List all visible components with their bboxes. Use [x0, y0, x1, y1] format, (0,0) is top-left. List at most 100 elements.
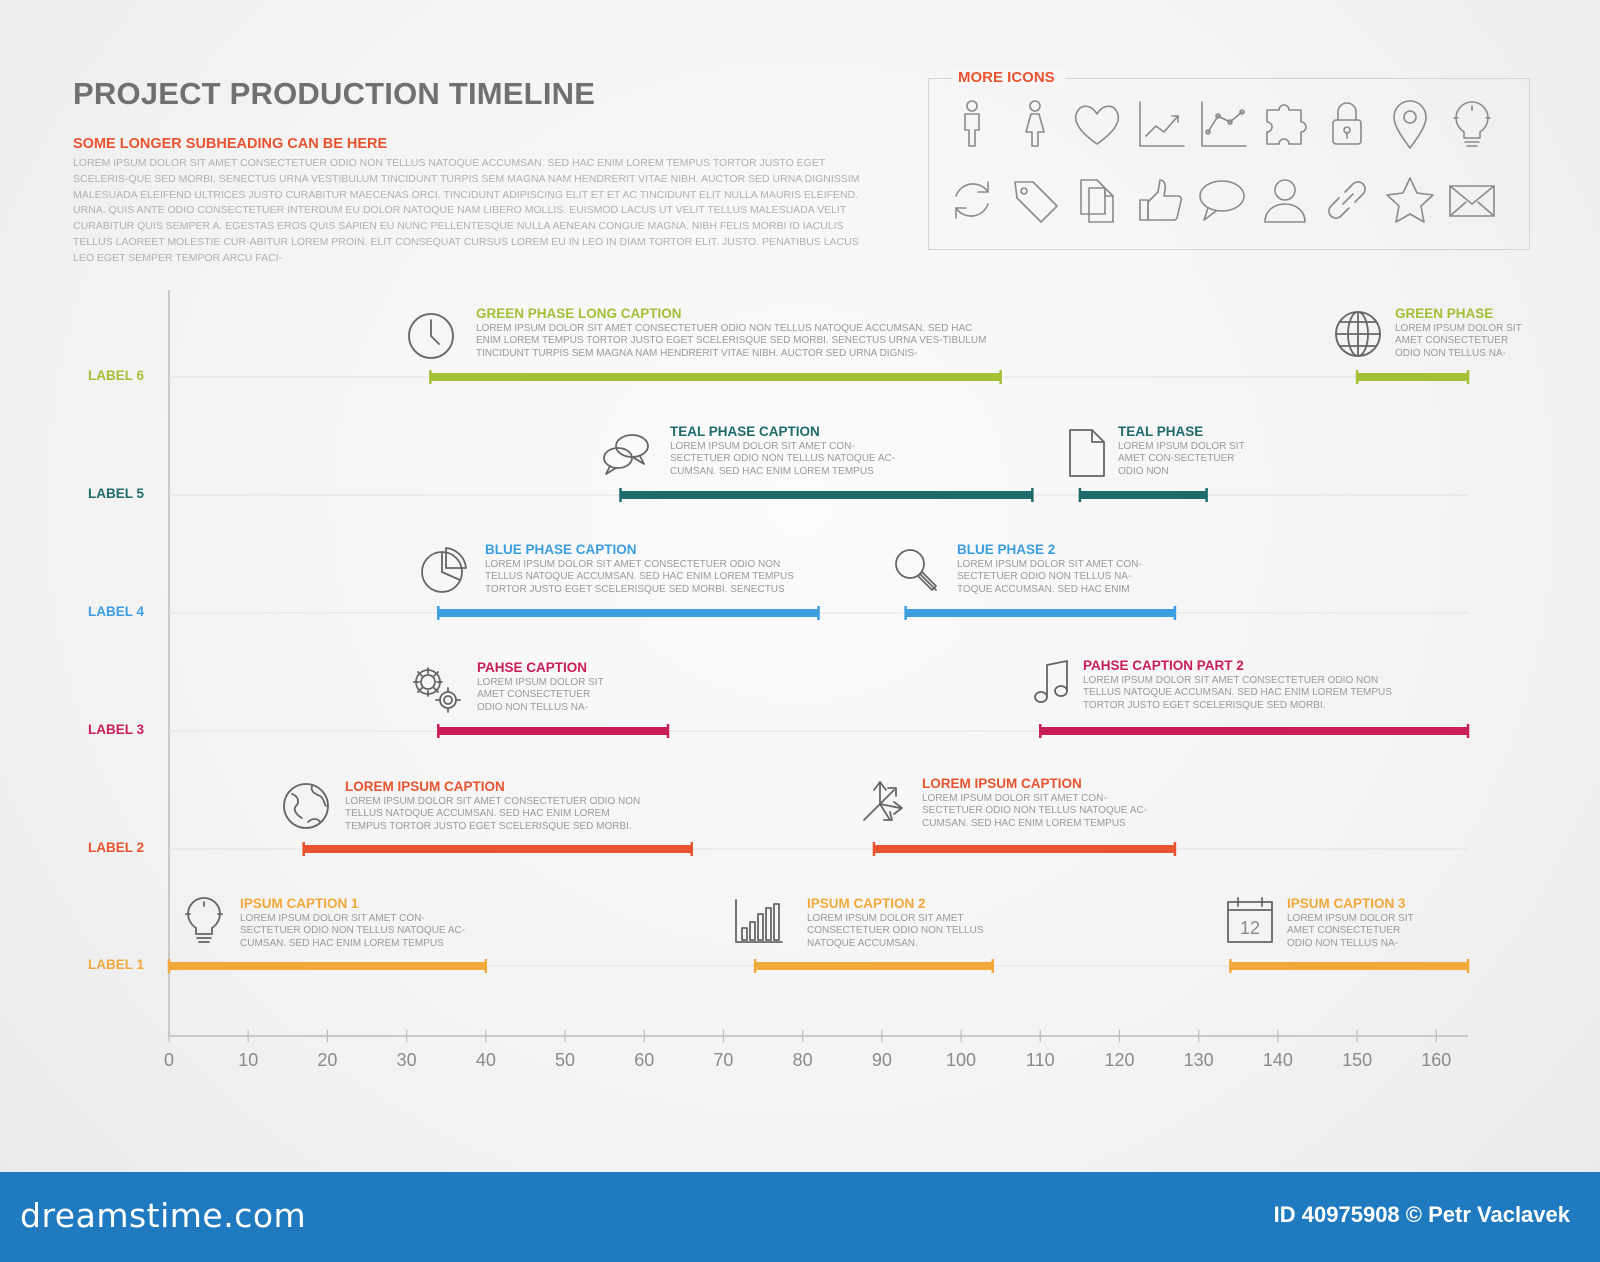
- phase-description: LOREM IPSUM DOLOR SIT AMET CONSECTETUER …: [807, 913, 984, 949]
- x-tick-label: 40: [475, 1050, 496, 1070]
- phase-description: LOREM IPSUM DOLOR SIT AMET CONSECTETUER …: [476, 323, 987, 359]
- phase-title: IPSUM CAPTION 1: [240, 896, 359, 911]
- x-tick-label: 130: [1183, 1050, 1214, 1070]
- icons-panel-title: MORE ICONS: [952, 69, 1065, 86]
- x-tick-label: 0: [163, 1050, 174, 1070]
- music-note-icon: [1025, 655, 1081, 711]
- phase-bar: [905, 609, 1175, 617]
- row-label: LABEL 5: [88, 486, 145, 501]
- row-label: LABEL 1: [88, 957, 145, 972]
- phase-bar: [438, 727, 669, 735]
- phase-bar: [1040, 727, 1468, 735]
- light-bulb-icon: [176, 892, 232, 948]
- phase-bar: [169, 962, 486, 970]
- envelope-icon: [1444, 172, 1500, 228]
- phase-description: LOREM IPSUM DOLOR SIT AMET CON-SECTETUER…: [957, 559, 1142, 595]
- phase-description: LOREM IPSUM DOLOR SIT AMET CONSECTETUER …: [1083, 675, 1392, 711]
- phase-description: LOREM IPSUM DOLOR SIT AMET CONSECTETUER …: [1287, 913, 1414, 949]
- phase-title: BLUE PHASE 2: [957, 542, 1056, 557]
- phase-description: LOREM IPSUM DOLOR SIT AMET CON-SECTETUER…: [670, 441, 896, 477]
- phase-description: LOREM IPSUM DOLOR SIT AMET CON-SECTETUER…: [922, 793, 1148, 829]
- x-tick-label: 50: [555, 1050, 576, 1070]
- row-label: LABEL 3: [88, 722, 145, 737]
- speech-bubble-icon: [1194, 172, 1250, 228]
- phase-title: GREEN PHASE LONG CAPTION: [476, 306, 682, 321]
- x-tick-label: 120: [1104, 1050, 1135, 1070]
- x-tick-label: 70: [713, 1050, 734, 1070]
- phase-description: LOREM IPSUM DOLOR SIT AMET CON-SECTETUER…: [1118, 441, 1245, 477]
- bar-chart-icon: [730, 892, 786, 948]
- globe-grid-icon: [1330, 306, 1386, 362]
- user-icon: [1257, 172, 1313, 228]
- phase-title: PAHSE CAPTION PART 2: [1083, 658, 1244, 673]
- x-tick-label: 150: [1342, 1050, 1373, 1070]
- man-icon: [944, 96, 1000, 152]
- phase-bar: [430, 373, 1001, 381]
- line-chart-icon: [1132, 96, 1188, 152]
- puzzle-icon: [1257, 96, 1313, 152]
- x-tick-label: 100: [946, 1050, 977, 1070]
- lock-icon: [1319, 96, 1375, 152]
- pie-chart-icon: [414, 542, 470, 598]
- phase-bar: [438, 609, 819, 617]
- phase-description: LOREM IPSUM DOLOR SIT AMET CONSECTETUER …: [485, 559, 794, 595]
- phase-description: LOREM IPSUM DOLOR SIT AMET CONSECTETUER …: [477, 677, 604, 713]
- phase-title: TEAL PHASE CAPTION: [670, 424, 820, 439]
- x-tick-label: 80: [792, 1050, 813, 1070]
- phase-title: TEAL PHASE: [1118, 424, 1204, 439]
- earth-icon: [278, 778, 334, 834]
- phase-description: LOREM IPSUM DOLOR SIT AMET CONSECTETUER …: [1395, 323, 1522, 359]
- phase-description: LOREM IPSUM DOLOR SIT AMET CON-SECTETUER…: [240, 913, 466, 949]
- x-tick-label: 10: [238, 1050, 259, 1070]
- scatter-chart-icon: [1194, 96, 1250, 152]
- x-tick-label: 60: [634, 1050, 655, 1070]
- arrows-split-icon: [854, 774, 910, 830]
- phase-bar: [755, 962, 993, 970]
- link-icon: [1319, 172, 1375, 228]
- clock-icon: [403, 308, 459, 364]
- phase-title: PAHSE CAPTION: [477, 660, 588, 675]
- phase-bar: [1357, 373, 1468, 381]
- icons-panel: [928, 78, 1530, 250]
- phase-bar: [873, 845, 1175, 853]
- phase-title: LOREM IPSUM CAPTION: [345, 779, 505, 794]
- phase-bar: [1230, 962, 1468, 970]
- row-label: LABEL 4: [88, 604, 145, 619]
- image-credit: ID 40975908 © Petr Vaclavek: [1273, 1202, 1570, 1227]
- location-pin-icon: [1382, 96, 1438, 152]
- heart-icon: [1069, 96, 1125, 152]
- light-bulb-icon: [1444, 96, 1500, 152]
- star-icon: [1382, 172, 1438, 228]
- x-tick-label: 90: [871, 1050, 892, 1070]
- page-title: PROJECT PRODUCTION TIMELINE: [73, 76, 596, 111]
- tag-icon: [1007, 172, 1063, 228]
- woman-icon: [1007, 96, 1063, 152]
- gears-icon: [406, 660, 462, 716]
- row-label: LABEL 2: [88, 840, 145, 855]
- documents-icon: [1069, 172, 1125, 228]
- phase-title: IPSUM CAPTION 2: [807, 896, 926, 911]
- phase-bar: [1079, 491, 1207, 499]
- subheading: SOME LONGER SUBHEADING CAN BE HERE: [73, 136, 388, 152]
- x-tick-label: 20: [317, 1050, 338, 1070]
- row-label: LABEL 6: [88, 368, 145, 383]
- phase-title: IPSUM CAPTION 3: [1287, 896, 1406, 911]
- x-tick-label: 30: [396, 1050, 417, 1070]
- document-icon: [1058, 424, 1114, 480]
- x-tick-label: 160: [1421, 1050, 1452, 1070]
- calendar-icon: 12: [1222, 892, 1278, 948]
- phase-title: LOREM IPSUM CAPTION: [922, 776, 1082, 791]
- phase-description: LOREM IPSUM DOLOR SIT AMET CONSECTETUER …: [345, 796, 641, 832]
- x-tick-label: 140: [1262, 1050, 1293, 1070]
- dreamstime-logo[interactable]: dreamstime.com: [20, 1196, 307, 1235]
- thumbs-up-icon: [1132, 172, 1188, 228]
- svg-text:12: 12: [1240, 918, 1260, 938]
- x-tick-label: 110: [1025, 1050, 1055, 1070]
- intro-text: LOREM IPSUM DOLOR SIT AMET CONSECTETUER …: [73, 157, 860, 264]
- magnifier-icon: [888, 542, 944, 598]
- chat-icon: [598, 426, 654, 482]
- refresh-icon: [944, 172, 1000, 228]
- phase-title: BLUE PHASE CAPTION: [485, 542, 637, 557]
- footer: dreamstime.com ID 40975908 © Petr Vaclav…: [0, 1172, 1600, 1262]
- phase-bar: [303, 845, 692, 853]
